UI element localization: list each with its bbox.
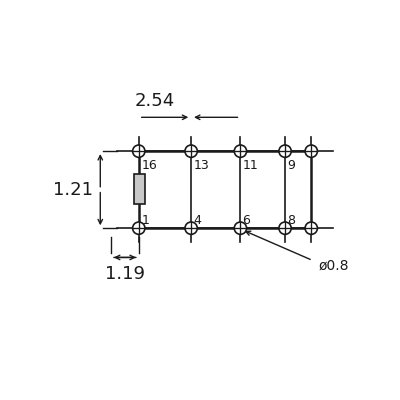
Text: 4: 4 xyxy=(193,214,201,227)
Circle shape xyxy=(234,145,246,157)
Text: 6: 6 xyxy=(242,214,250,227)
Circle shape xyxy=(234,222,246,234)
Circle shape xyxy=(133,222,145,234)
Text: 11: 11 xyxy=(242,159,258,172)
Text: ø0.8: ø0.8 xyxy=(319,258,350,272)
Text: 13: 13 xyxy=(193,159,209,172)
Text: 1: 1 xyxy=(141,214,149,227)
Bar xyxy=(134,174,145,204)
Circle shape xyxy=(305,145,318,157)
Circle shape xyxy=(305,222,318,234)
Text: 1.21: 1.21 xyxy=(52,181,92,199)
Circle shape xyxy=(279,222,291,234)
Text: 1.19: 1.19 xyxy=(105,265,145,283)
Text: 8: 8 xyxy=(287,214,295,227)
Text: 9: 9 xyxy=(287,159,295,172)
Text: 16: 16 xyxy=(141,159,157,172)
Text: 2.54: 2.54 xyxy=(134,92,175,110)
Circle shape xyxy=(185,145,197,157)
Circle shape xyxy=(185,222,197,234)
Circle shape xyxy=(279,145,291,157)
Circle shape xyxy=(133,145,145,157)
Bar xyxy=(139,151,311,228)
